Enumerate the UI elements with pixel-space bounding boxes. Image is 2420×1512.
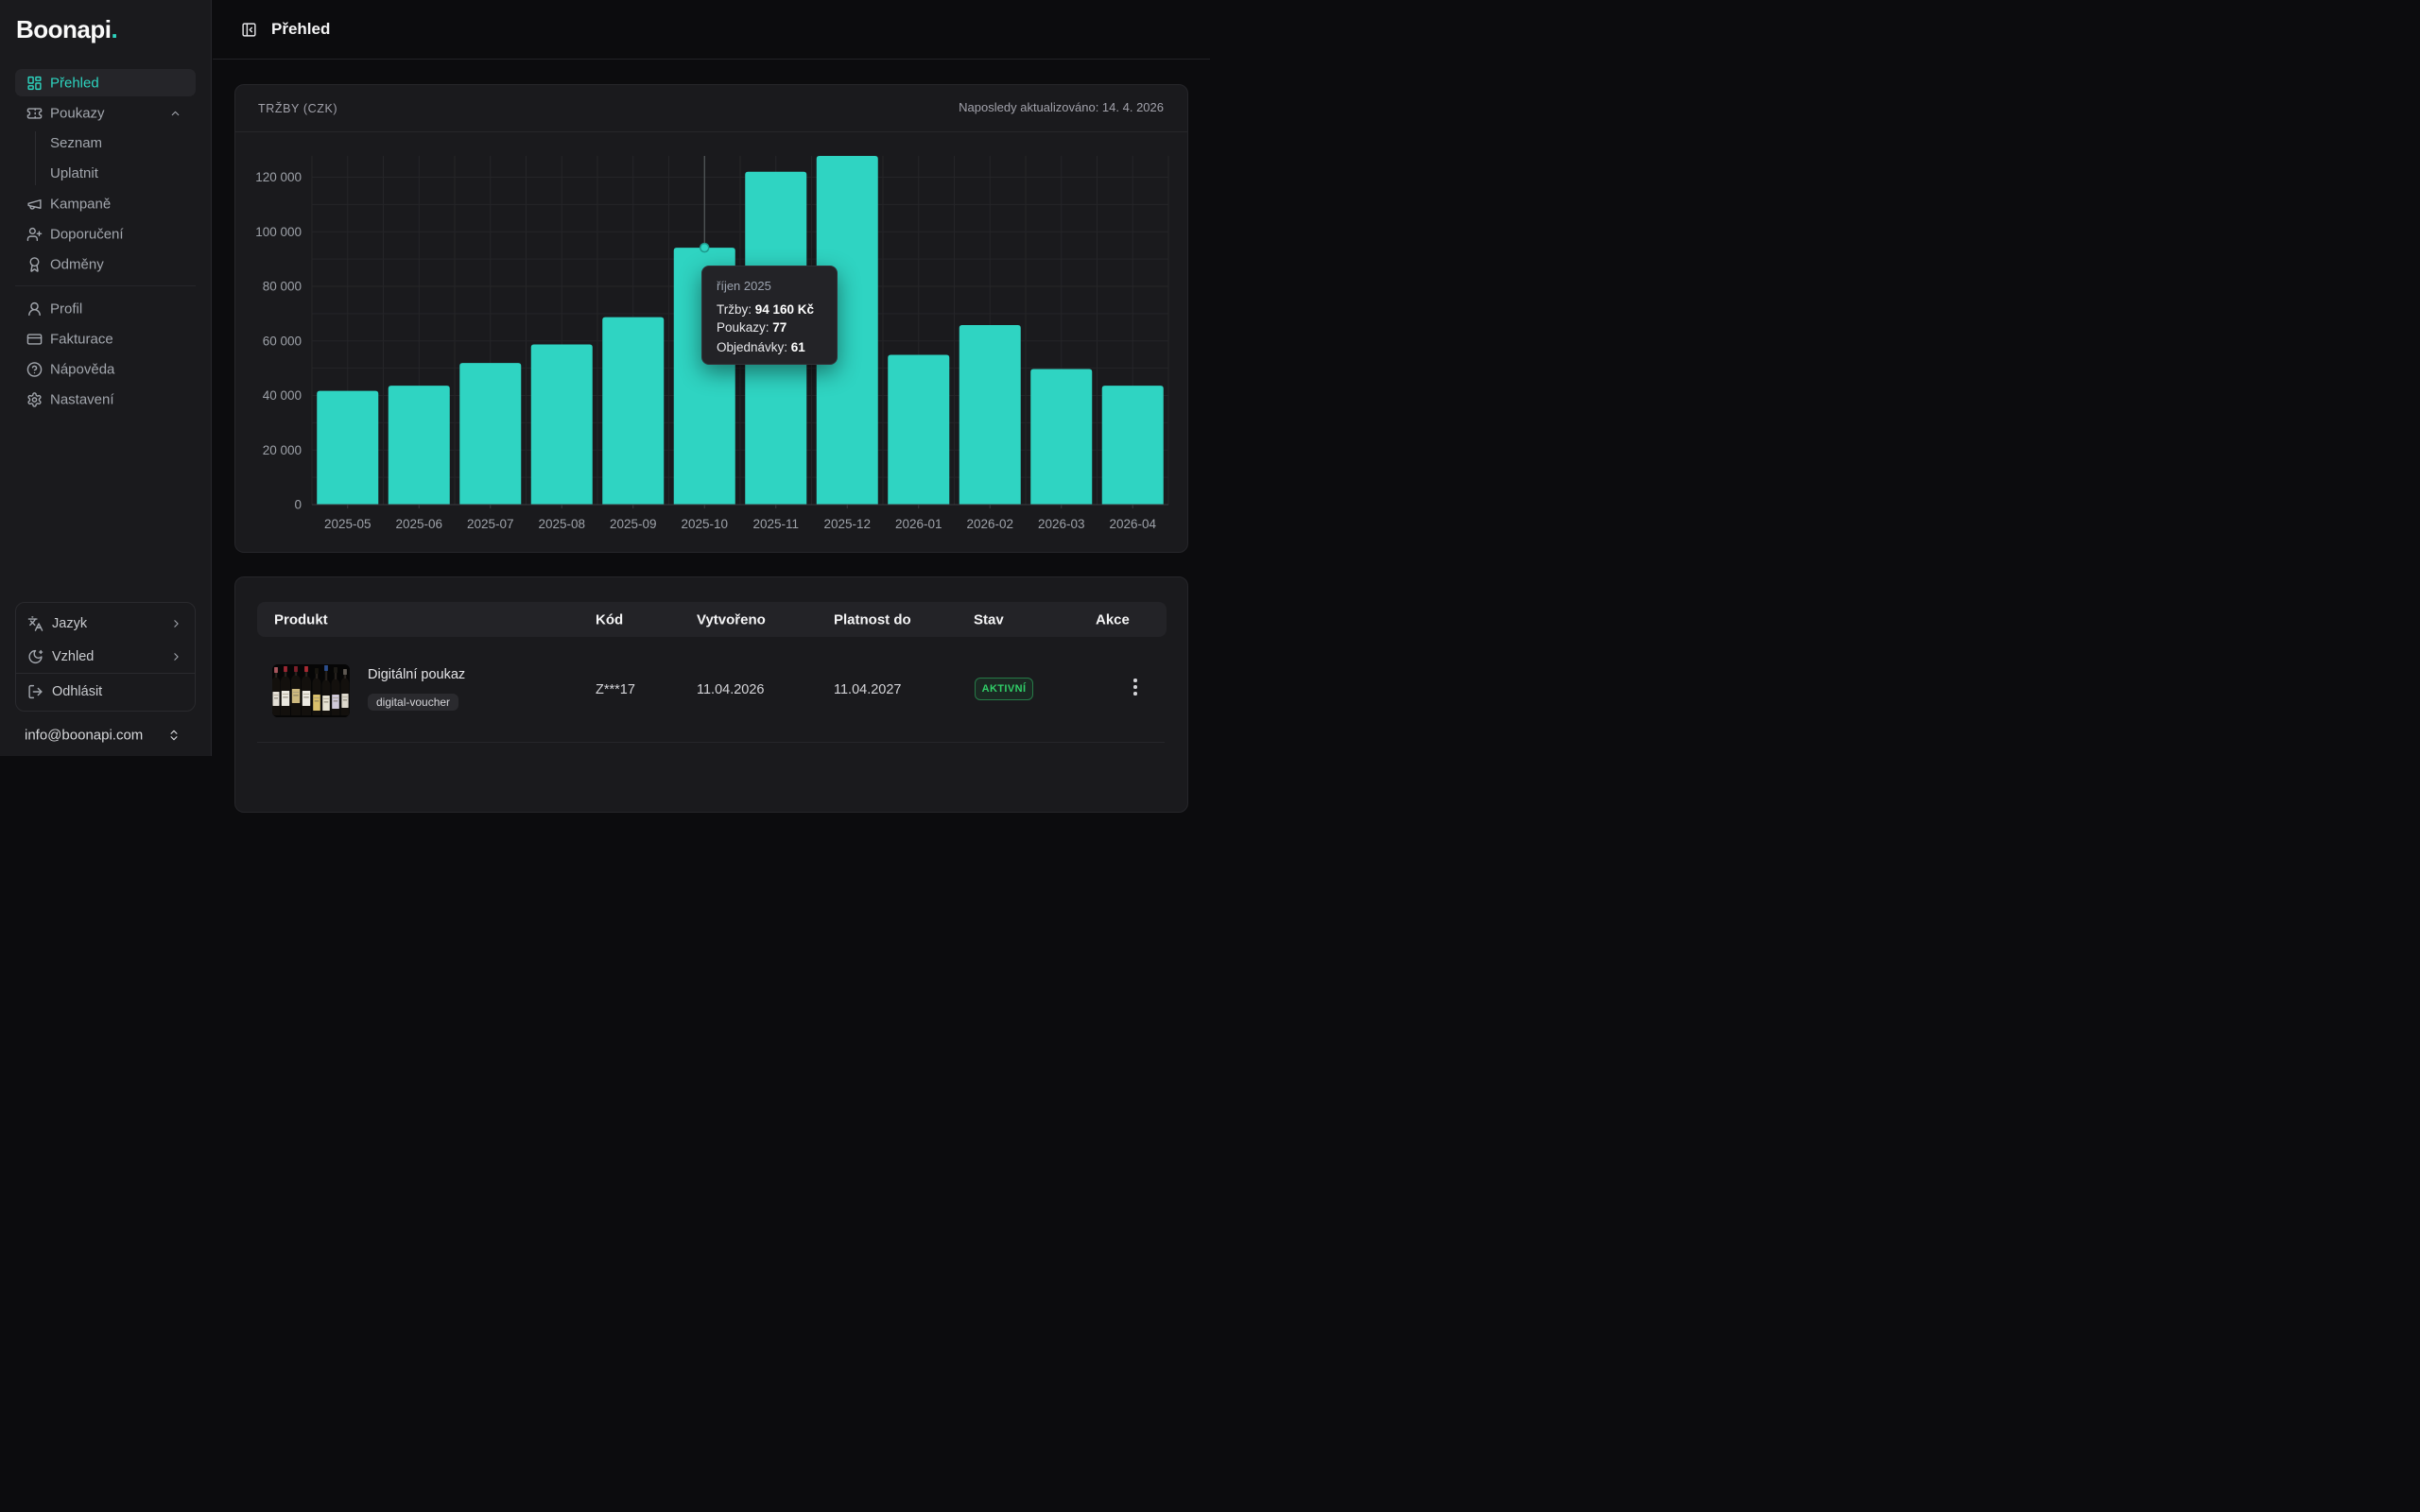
svg-text:2025-10: 2025-10 (681, 517, 728, 531)
svg-text:2026-01: 2026-01 (895, 517, 942, 531)
svg-text:2026-02: 2026-02 (966, 517, 1013, 531)
svg-text:2026-04: 2026-04 (1109, 517, 1156, 531)
svg-text:2025-05: 2025-05 (324, 517, 372, 531)
svg-text:120 000: 120 000 (255, 170, 302, 184)
svg-text:2025-07: 2025-07 (467, 517, 514, 531)
svg-text:40 000: 40 000 (263, 388, 302, 403)
svg-text:100 000: 100 000 (255, 225, 302, 239)
svg-text:60 000: 60 000 (263, 334, 302, 348)
svg-text:2026-03: 2026-03 (1038, 517, 1085, 531)
svg-text:2025-12: 2025-12 (823, 517, 871, 531)
svg-text:0: 0 (294, 498, 302, 512)
svg-text:2025-11: 2025-11 (752, 517, 799, 531)
svg-text:2025-06: 2025-06 (395, 517, 442, 531)
svg-text:2025-08: 2025-08 (538, 517, 585, 531)
svg-text:20 000: 20 000 (263, 443, 302, 457)
svg-text:80 000: 80 000 (263, 280, 302, 294)
svg-text:2025-09: 2025-09 (610, 517, 657, 531)
